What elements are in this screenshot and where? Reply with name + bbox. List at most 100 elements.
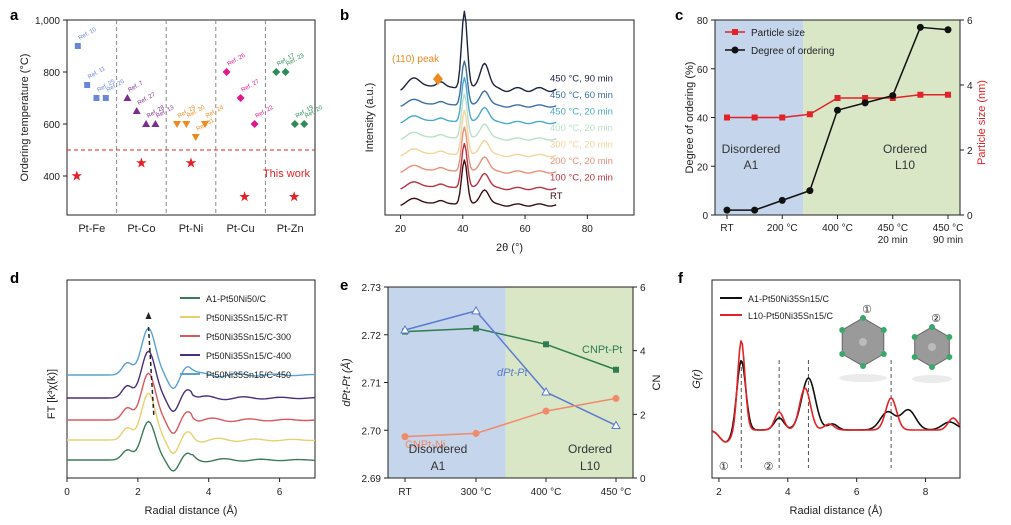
ordering-point: [723, 206, 731, 214]
legend-label: Pt50Ni35Sn15/C-450: [206, 370, 291, 380]
atom: [839, 327, 846, 333]
ordered-region: [505, 287, 633, 478]
series-label: 100 °C, 20 min: [550, 173, 613, 184]
x-tick-label: 60: [520, 224, 532, 235]
atom: [946, 354, 953, 360]
cn-pt-ni-point: [472, 429, 480, 437]
this-work-star: [185, 157, 197, 168]
d-pt-pt-point: [471, 305, 481, 315]
this-work-star: [239, 191, 250, 202]
region-label: Disordered: [722, 142, 781, 156]
y-tick-label: 2.72: [362, 331, 382, 342]
ref-label: Ref. 27: [241, 79, 261, 94]
y-axis-label: Ordering temperature (°C): [19, 54, 31, 182]
y-tick-label: 2.69: [362, 474, 382, 485]
data-point: [93, 95, 100, 101]
legend-label: Pt50Ni35Sn15/C-400: [206, 351, 291, 361]
y2-tick-label: 0: [640, 474, 646, 485]
ref-label: Ref. 10: [78, 27, 98, 42]
ft-curve: [67, 372, 316, 435]
atom: [859, 338, 867, 346]
this-work-star: [288, 191, 300, 202]
atom: [860, 363, 866, 369]
legend-label: Degree of ordering: [751, 46, 834, 57]
ref-label: Ref. 27: [137, 92, 157, 107]
y-tick-label: 2.71: [362, 379, 382, 390]
category-label: Pt-Ni: [179, 223, 203, 235]
cn-pt-ni-line: [404, 397, 617, 438]
x-axis-label: 2θ (°): [496, 242, 523, 254]
ordering-point: [889, 92, 897, 100]
series-label: 300 °C, 20 min: [550, 140, 613, 151]
y2-tick-label: 0: [967, 211, 973, 222]
data-point: [250, 120, 259, 128]
x-tick-label: 300 °C: [461, 487, 492, 498]
region-label: L10: [895, 158, 915, 172]
series-label: 450 °C, 90 min: [550, 74, 613, 85]
series-label: dPt-Pt: [497, 367, 529, 379]
l10-curve: [711, 340, 961, 443]
data-point: [84, 82, 91, 88]
ordering-point: [861, 99, 869, 107]
x-tick-label: 0: [64, 487, 70, 498]
x-tick-label: 80: [582, 224, 594, 235]
crystal-label: ①: [862, 304, 872, 316]
ft-curve: [67, 392, 316, 455]
cn-pt-pt-line: [404, 327, 617, 371]
y-axis-label: Intensity (a.u.): [364, 83, 376, 153]
shadow: [839, 374, 887, 382]
legend-label: Pt50Ni35Sn15/C-300: [206, 332, 291, 342]
y-tick-label: 2.70: [362, 426, 382, 437]
y-tick-label: 800: [43, 68, 60, 79]
arrow-head: [145, 312, 152, 319]
ordering-point: [944, 26, 952, 34]
marker-label: ①: [719, 461, 729, 473]
panel-label-e: e: [340, 277, 348, 294]
particle-size-point: [862, 95, 869, 101]
marker-label: ②: [764, 461, 774, 473]
data-point: [201, 121, 209, 128]
crystal-disordered-icon: ①: [839, 304, 887, 382]
x-tick-label: 4: [206, 487, 212, 498]
region-label: A1: [744, 158, 759, 172]
y-tick-label: 0: [702, 211, 708, 222]
this-work-label: This work: [263, 168, 311, 180]
y-axis-label: G(r): [691, 369, 703, 389]
legend-label: A1-Pt50Ni50/C: [206, 294, 267, 304]
y-axis-label: dPt-Pt (Å): [340, 358, 353, 407]
data-point: [74, 43, 81, 49]
ordering-point: [834, 106, 841, 114]
ordering-point: [916, 23, 924, 31]
category-label: Pt-Co: [127, 223, 155, 235]
x-tick-label: 2: [135, 487, 141, 498]
ordering-point: [806, 187, 814, 195]
ordering-point: [778, 196, 786, 204]
ft-curve: [67, 350, 316, 413]
cn-pt-ni-point: [542, 407, 550, 415]
data-point: [132, 107, 141, 114]
a1-curve: [711, 359, 961, 443]
shadow: [912, 375, 952, 383]
series-label: RT: [550, 191, 563, 202]
data-point: [300, 120, 309, 128]
ft-curve: [67, 327, 316, 390]
ordering-point: [751, 206, 759, 214]
y-tick-label: 60: [697, 65, 709, 76]
x-tick-label: 20 min: [878, 235, 908, 246]
d-pt-pt-line: [404, 310, 617, 427]
particle-size-point: [751, 114, 758, 121]
cn-pt-ni-point: [401, 433, 409, 441]
y2-tick-label: 6: [967, 16, 973, 27]
y-axis-label: FT [k³χ(k)]: [46, 369, 58, 419]
data-point: [191, 134, 200, 141]
panel-label-a: a: [10, 7, 19, 24]
x-tick-label: 6: [277, 487, 283, 498]
atom: [929, 324, 935, 330]
category-label: Pt-Cu: [227, 223, 255, 235]
y-axis-label: Degree of ordering (%): [684, 62, 696, 174]
x-tick-label: 200 °C: [767, 223, 798, 234]
y2-axis-label: Particle size (nm): [976, 80, 988, 165]
x-tick-label: 4: [785, 487, 791, 498]
peak-annotation: (110) peak: [392, 54, 440, 65]
y-tick-label: 600: [43, 120, 60, 131]
